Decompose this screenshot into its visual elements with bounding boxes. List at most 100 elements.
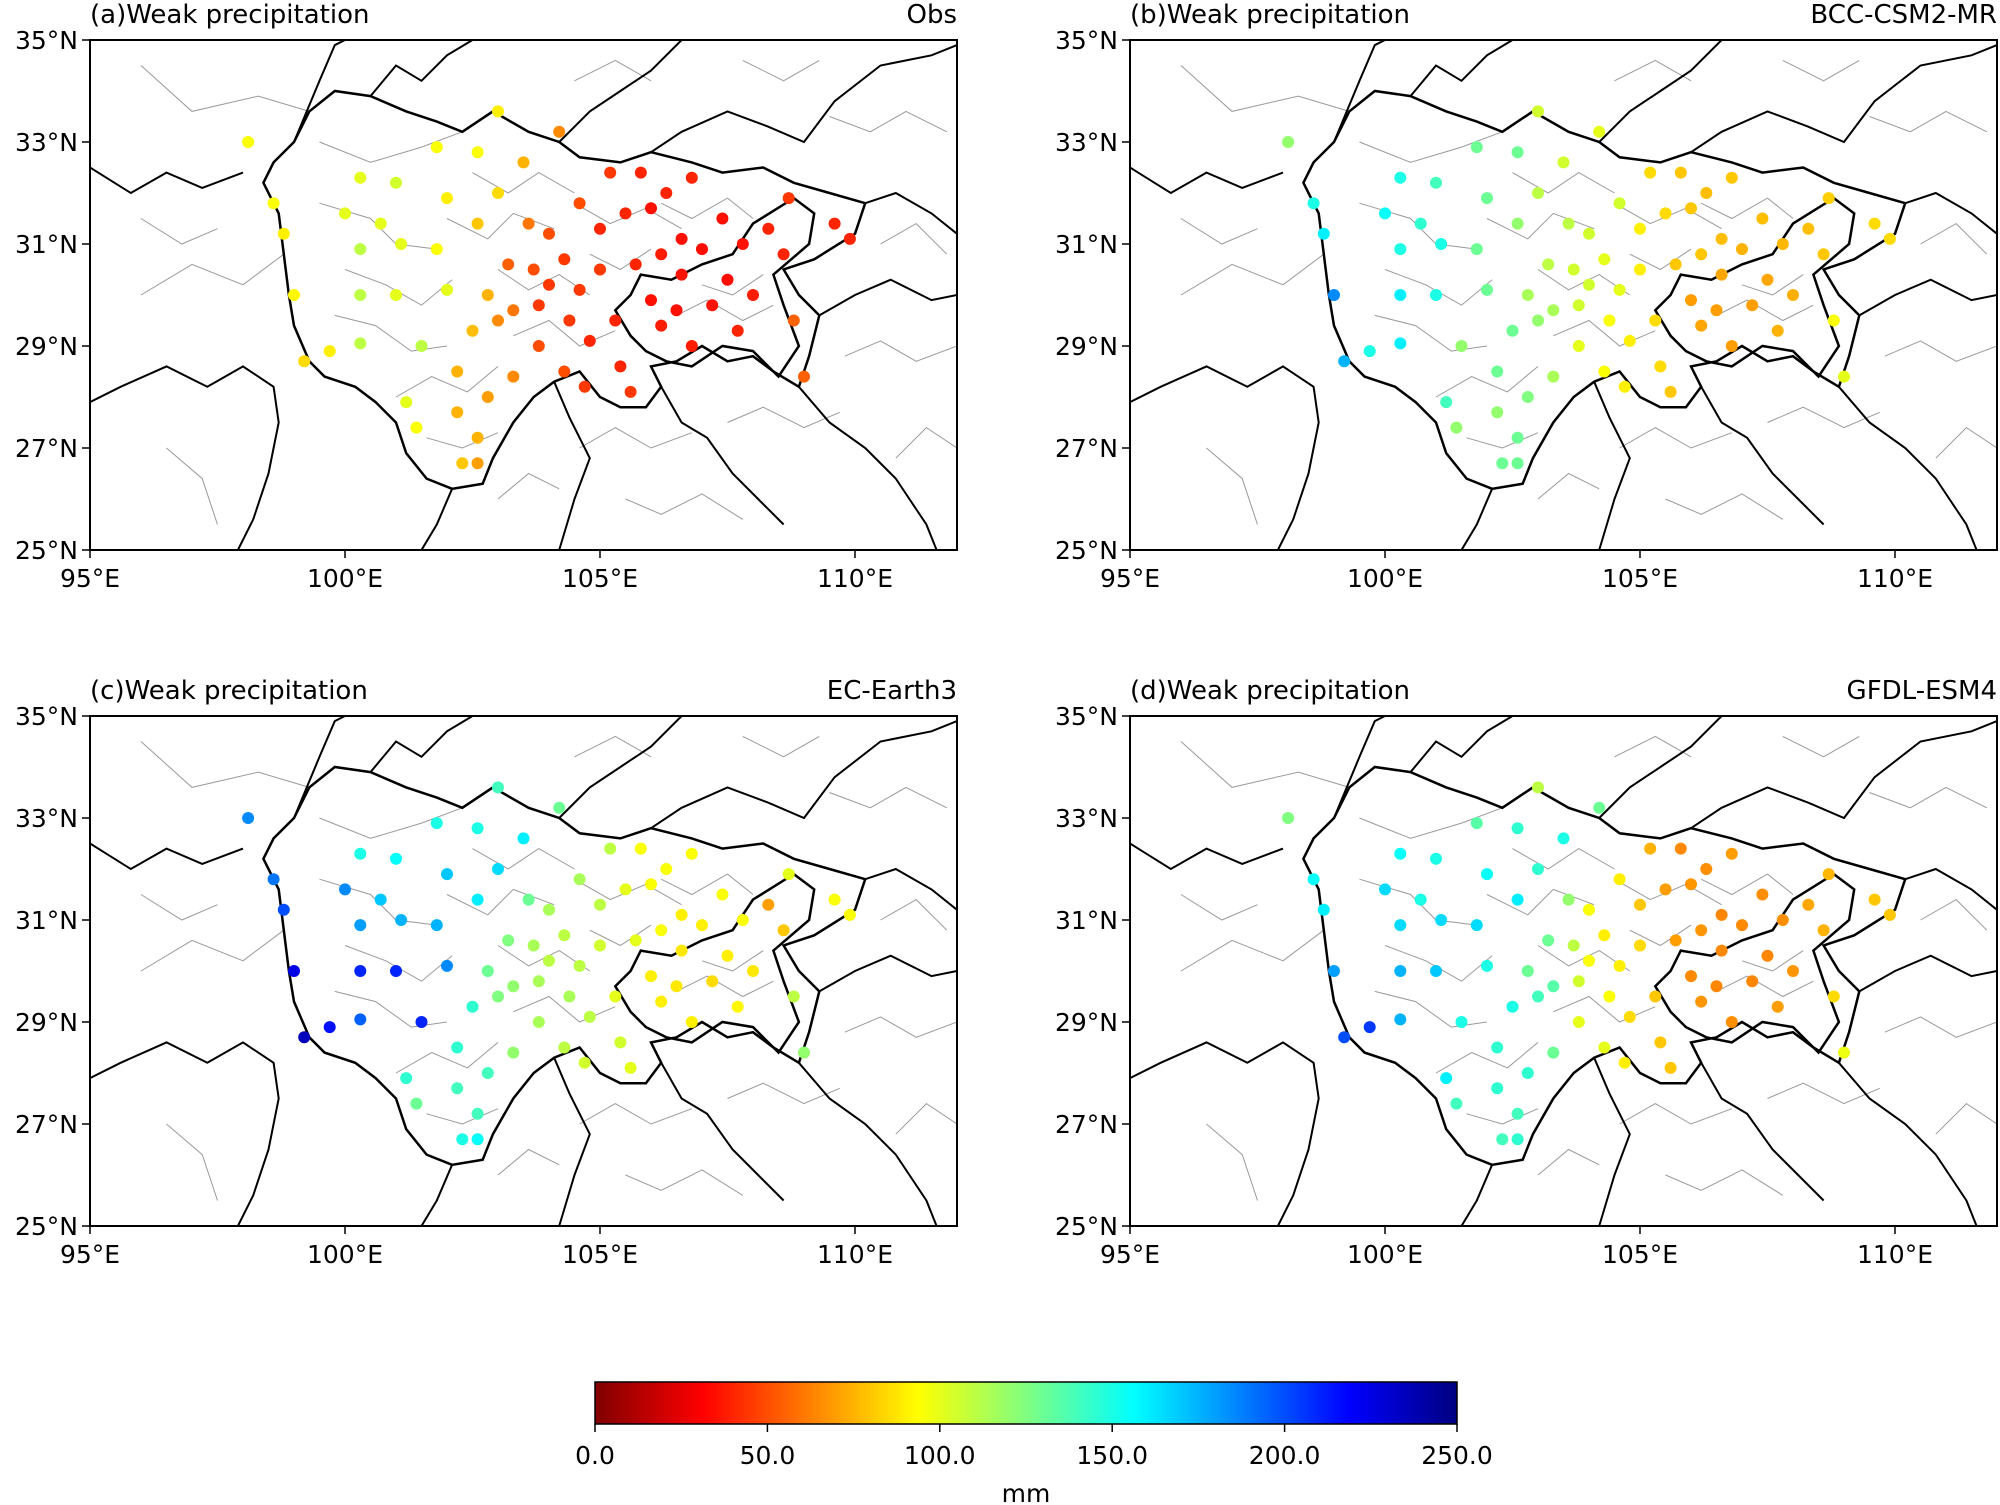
station-dot: [828, 217, 841, 230]
station-dot: [1511, 146, 1524, 159]
county-boundary: [1553, 995, 1656, 1023]
province-boundary: [1598, 40, 1723, 143]
station-dot: [843, 232, 856, 245]
station-dot: [670, 980, 683, 993]
county-boundary: [1359, 807, 1503, 839]
station-dot: [675, 268, 688, 281]
station-dot: [323, 345, 336, 358]
station-dot: [553, 125, 566, 138]
station-dot: [1394, 1013, 1407, 1026]
station-dot: [400, 396, 413, 409]
station-dot: [1572, 1016, 1585, 1028]
station-dot: [604, 842, 617, 855]
station-dot: [1511, 1107, 1524, 1120]
station-dot: [339, 207, 351, 220]
station-dot: [1394, 847, 1407, 860]
county-boundary: [1180, 218, 1258, 245]
station-dot: [1583, 278, 1595, 291]
station-dot: [1827, 314, 1840, 327]
station-dot: [1532, 105, 1544, 118]
province-boundary: [1130, 365, 1320, 550]
station-dot: [787, 314, 800, 327]
county-boundary: [472, 172, 575, 194]
lat-tick-label: 33°N: [1055, 804, 1118, 833]
station-dot: [471, 1107, 484, 1120]
station-dot: [645, 878, 657, 891]
station-dot: [685, 340, 698, 352]
station-dot: [517, 156, 530, 169]
county-boundary: [844, 340, 957, 362]
lon-tick-label: 105°E: [562, 564, 638, 593]
lon-tick-label: 110°E: [1857, 564, 1933, 593]
lon-tick-label: 105°E: [1602, 564, 1678, 593]
station-dot: [1725, 171, 1738, 184]
station-dot: [634, 842, 647, 855]
station-dot: [471, 893, 484, 906]
station-dot: [1547, 370, 1560, 383]
county-boundary: [1716, 299, 1814, 322]
station-dot: [430, 817, 443, 830]
county-boundary: [1920, 898, 1988, 931]
county-boundary: [140, 253, 285, 296]
station-dot: [675, 908, 688, 921]
station-dot: [1379, 883, 1391, 896]
station-dot: [354, 919, 367, 932]
station-dot: [573, 197, 586, 210]
county-boundary: [1384, 945, 1493, 982]
county-boundary: [844, 1016, 957, 1038]
station-dot: [1756, 888, 1769, 901]
province-boundary: [1690, 720, 1997, 830]
station-dot: [1669, 934, 1682, 947]
station-dot: [354, 289, 367, 301]
station-dot: [1598, 929, 1611, 942]
station-dot: [1470, 817, 1483, 830]
station-dot: [573, 873, 586, 886]
panel-c-frame: [89, 715, 958, 1227]
station-dot: [731, 1000, 744, 1013]
station-dot: [1532, 863, 1544, 875]
station-dot: [1414, 217, 1427, 230]
panel-a-title: (a)Weak precipitation: [90, 0, 369, 30]
county-boundary: [1716, 975, 1814, 998]
station-dot: [1613, 873, 1626, 886]
county-boundary: [1466, 1108, 1539, 1125]
station-dot: [400, 1072, 413, 1085]
station-dot: [1802, 222, 1815, 235]
station-dot: [441, 192, 453, 205]
station-dot: [1547, 304, 1560, 317]
station-dot: [277, 227, 290, 240]
province-boundary: [1700, 1062, 1825, 1202]
station-dot: [1761, 273, 1774, 286]
lat-tick-label: 35°N: [1055, 702, 1118, 731]
station-dot: [696, 243, 708, 256]
station-dot: [267, 197, 280, 210]
county-boundary: [829, 786, 948, 809]
station-dot: [762, 898, 775, 911]
station-dot: [1715, 944, 1728, 957]
station-dot: [1736, 243, 1748, 256]
station-dot: [451, 1082, 464, 1095]
colorbar: 0.0 50.0 100.0 150.0 200.0 250.0 mm: [575, 1381, 1493, 1505]
station-dot: [1521, 1067, 1534, 1079]
station-dot: [1450, 421, 1463, 434]
station-dot: [1282, 136, 1295, 148]
lat-tick-label: 31°N: [1055, 906, 1118, 935]
station-dot: [1603, 990, 1616, 1003]
province-boundary: [660, 1062, 785, 1202]
panel-c-title: (c)Weak precipitation: [90, 676, 368, 706]
county-boundary: [1741, 950, 1804, 972]
station-dot: [1598, 1041, 1611, 1054]
station-dot: [629, 258, 642, 271]
station-dot: [614, 1036, 627, 1049]
station-dot: [481, 391, 494, 403]
county-boundary: [1767, 1082, 1880, 1105]
station-dot: [782, 192, 795, 205]
province-boundary: [369, 716, 474, 773]
province-boundary: [293, 716, 346, 819]
station-dot: [507, 980, 520, 993]
station-dot: [1634, 898, 1646, 911]
county-boundary: [742, 59, 820, 82]
station-dot: [1572, 340, 1585, 352]
lat-tick-label: 35°N: [15, 702, 78, 731]
province-boundary: [293, 40, 346, 143]
